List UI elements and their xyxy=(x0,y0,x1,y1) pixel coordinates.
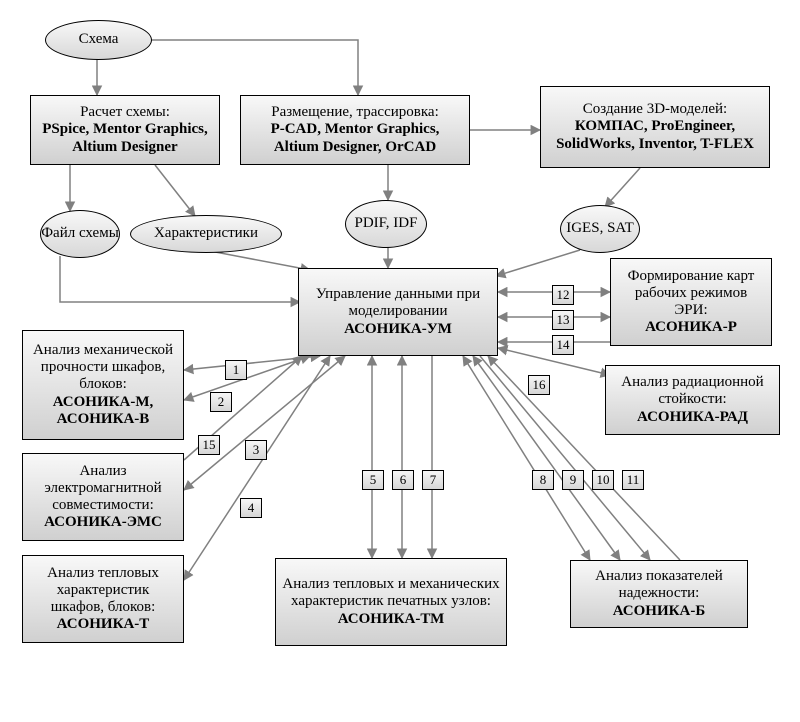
node-mv-bold: АСОНИКА-М, АСОНИКА-В xyxy=(29,394,177,429)
numbox-2: 2 xyxy=(210,392,232,412)
node-tm-desc: Анализ тепловых и механических характери… xyxy=(282,576,500,611)
numbox-10: 10 xyxy=(592,470,614,490)
numbox-14: 14 xyxy=(552,335,574,355)
node-file: Файл схемы xyxy=(40,210,120,258)
node-rad: Анализ радиационной стойкости:АСОНИКА-РА… xyxy=(605,365,780,435)
node-emc: Анализ электромагнитной совместимости:АС… xyxy=(22,453,184,541)
edge xyxy=(150,40,358,95)
numbox-15: 15 xyxy=(198,435,220,455)
node-um: Управление данными при моделированииАСОН… xyxy=(298,268,498,356)
edge xyxy=(184,356,310,400)
edge xyxy=(605,168,640,207)
node-place-desc: Размещение, трассировка: xyxy=(271,104,439,121)
numbox-6: 6 xyxy=(392,470,414,490)
edge xyxy=(184,356,320,370)
node-model3d: Создание 3D-моделей:КОМПАС, ProEngineer,… xyxy=(540,86,770,168)
node-um-bold: АСОНИКА-УМ xyxy=(344,321,452,338)
node-mv-desc: Анализ механической прочности шкафов, бл… xyxy=(29,342,177,394)
node-emc-desc: Анализ электромагнитной совместимости: xyxy=(29,463,177,515)
node-rad-bold: АСОНИКА-РАД xyxy=(637,409,748,426)
numbox-12: 12 xyxy=(552,285,574,305)
numbox-13: 13 xyxy=(552,310,574,330)
node-tm: Анализ тепловых и механических характери… xyxy=(275,558,507,646)
node-t: Анализ тепловых характеристик шкафов, бл… xyxy=(22,555,184,643)
node-place-bold: P-CAD, Mentor Graphics, Altium Designer,… xyxy=(247,121,463,156)
node-b-desc: Анализ показателей надежности: xyxy=(577,568,741,603)
node-rad-desc: Анализ радиационной стойкости: xyxy=(612,374,773,409)
node-calc: Расчет схемы: PSpice, Mentor Graphics, A… xyxy=(30,95,220,165)
node-schema: Схема xyxy=(45,20,152,60)
node-b: Анализ показателей надежности:АСОНИКА-Б xyxy=(570,560,748,628)
numbox-16: 16 xyxy=(528,375,550,395)
node-model3d-bold: КОМПАС, ProEngineer, SolidWorks, Invento… xyxy=(547,118,763,153)
numbox-4: 4 xyxy=(240,498,262,518)
node-place: Размещение, трассировка:P-CAD, Mentor Gr… xyxy=(240,95,470,165)
numbox-5: 5 xyxy=(362,470,384,490)
edge xyxy=(463,356,590,560)
edge xyxy=(184,356,345,490)
numbox-8: 8 xyxy=(532,470,554,490)
node-r: Формирование карт рабочих режимов ЭРИ:АС… xyxy=(610,258,772,346)
edge xyxy=(155,165,195,216)
node-model3d-desc: Создание 3D-моделей: xyxy=(583,101,727,118)
numbox-3: 3 xyxy=(245,440,267,460)
node-calc-bold: PSpice, Mentor Graphics, Altium Designer xyxy=(37,121,213,156)
node-iges: IGES, SAT xyxy=(560,205,640,253)
node-calc-desc: Расчет схемы: xyxy=(80,104,170,121)
node-tm-bold: АСОНИКА-ТМ xyxy=(338,611,445,628)
diagram-canvas: Схема Расчет схемы: PSpice, Mentor Graphi… xyxy=(0,0,800,722)
node-r-bold: АСОНИКА-Р xyxy=(645,319,737,336)
node-t-desc: Анализ тепловых характеристик шкафов, бл… xyxy=(29,565,177,617)
node-pdif: PDIF, IDF xyxy=(345,200,427,248)
numbox-1: 1 xyxy=(225,360,247,380)
node-t-bold: АСОНИКА-Т xyxy=(57,616,150,633)
node-char: Характеристики xyxy=(130,215,282,253)
edge xyxy=(496,250,580,276)
edge xyxy=(60,256,300,302)
edge xyxy=(184,356,330,580)
numbox-11: 11 xyxy=(622,470,644,490)
node-r-desc: Формирование карт рабочих режимов ЭРИ: xyxy=(617,268,765,320)
node-mv: Анализ механической прочности шкафов, бл… xyxy=(22,330,184,440)
node-b-bold: АСОНИКА-Б xyxy=(613,603,706,620)
node-um-desc: Управление данными при моделировании xyxy=(305,286,491,321)
numbox-7: 7 xyxy=(422,470,444,490)
node-emc-bold: АСОНИКА-ЭМС xyxy=(44,514,162,531)
edge xyxy=(210,251,310,270)
numbox-9: 9 xyxy=(562,470,584,490)
